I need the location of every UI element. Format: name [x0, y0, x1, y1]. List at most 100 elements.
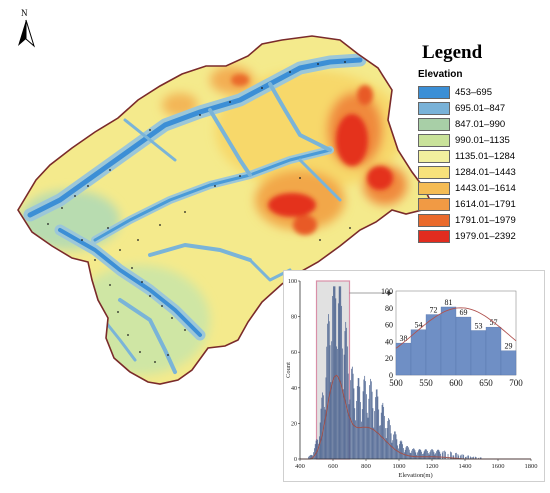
histogram-bar	[427, 450, 428, 459]
histogram-bar	[356, 400, 357, 459]
histogram-bar	[435, 453, 437, 459]
histogram-bar	[352, 373, 354, 459]
legend-label: 1979.01–2392	[455, 231, 516, 243]
histogram-bar	[354, 408, 356, 459]
histogram-bar	[402, 444, 404, 459]
histogram-bar	[359, 386, 361, 459]
x-tick-label: 1200	[426, 463, 439, 470]
histogram-bar	[384, 415, 385, 459]
histogram-bar	[315, 440, 317, 459]
zoom-arrow-icon	[387, 291, 392, 296]
histogram-bar	[333, 286, 335, 459]
histogram-bar	[351, 368, 352, 459]
histogram-bar	[351, 366, 353, 459]
histogram-bar	[438, 450, 440, 459]
x-tick-label: 1600	[492, 463, 505, 470]
inset-bar	[455, 316, 472, 376]
legend-swatch	[418, 198, 450, 212]
histogram-bar	[427, 453, 429, 459]
histogram-bar	[403, 452, 405, 459]
histogram-bar	[439, 451, 441, 459]
histogram-bar	[380, 425, 381, 459]
histogram-bar	[389, 419, 390, 459]
y-axis-label: Count	[285, 362, 292, 378]
inset-y-tick-label: 80	[385, 304, 393, 313]
histogram-bar	[458, 455, 460, 459]
legend-label: 1135.01–1284	[455, 150, 516, 162]
histogram-bar	[429, 452, 431, 459]
inset-bar	[500, 350, 517, 376]
histogram-bar	[412, 448, 413, 459]
histogram-bar	[392, 440, 394, 459]
histogram-bar	[460, 454, 462, 459]
histogram-bar	[431, 449, 432, 459]
inset-bar-value: 53	[475, 321, 483, 330]
inset-bar	[395, 342, 412, 376]
legend-title: Legend	[422, 42, 483, 63]
tributary-7	[123, 118, 177, 162]
histogram-bar	[361, 421, 362, 459]
histogram-bar	[479, 457, 481, 459]
histogram-bar	[447, 453, 449, 459]
histogram-bar	[462, 454, 464, 459]
histogram-bar	[363, 379, 365, 459]
histogram-bar	[419, 449, 421, 459]
histogram-bar	[394, 431, 395, 459]
settlement-dots	[47, 61, 351, 363]
histogram-bar	[469, 456, 471, 459]
legend-rows: 453–695 695.01–847 847.01–990 990.01–1135 11…	[418, 84, 548, 245]
histogram-bar	[424, 449, 426, 459]
tributary-3	[268, 82, 332, 152]
histogram-bar	[309, 455, 310, 459]
peak-red-far-east	[367, 166, 393, 190]
histogram-bar	[426, 449, 427, 459]
legend-swatch	[418, 214, 450, 228]
legend-swatch	[418, 182, 450, 196]
histogram-bar	[473, 456, 474, 459]
legend-swatch	[418, 85, 450, 99]
y-tick-label: 60	[291, 350, 297, 356]
histogram-bar	[322, 392, 323, 459]
histogram-bar	[388, 418, 389, 459]
histogram-bar	[367, 417, 369, 459]
histogram-bar	[341, 305, 342, 459]
inset-x-tick-label: 600	[449, 378, 463, 388]
histogram-bar	[373, 427, 375, 459]
inset-bar-value: 29	[505, 342, 513, 351]
histogram-bar	[371, 391, 373, 459]
histogram-bar	[450, 452, 452, 459]
histogram-bar	[389, 425, 391, 459]
histogram-bar	[340, 286, 342, 459]
histogram-bar	[433, 452, 435, 459]
north-arrow-icon	[18, 19, 35, 48]
histogram-bar	[468, 455, 470, 459]
histogram-bar	[393, 434, 394, 459]
histogram-bar	[331, 341, 333, 459]
legend-item: 1614.01–1791	[418, 197, 548, 213]
histogram-bar	[347, 346, 348, 459]
histogram-bar	[413, 448, 414, 459]
histogram-bar	[311, 455, 313, 459]
histogram-bar	[326, 346, 328, 459]
tributary-1	[148, 243, 252, 262]
histogram-bar	[314, 444, 316, 459]
histogram-bar	[413, 448, 415, 459]
legend-swatch	[418, 166, 450, 180]
legend-label: 1614.01–1791	[455, 199, 516, 211]
histogram-bar	[430, 450, 432, 459]
histogram-bar	[406, 445, 408, 459]
histogram-bar	[364, 375, 366, 459]
histogram-bar	[465, 456, 466, 459]
histogram-bar	[444, 450, 446, 459]
histogram-bar	[328, 321, 330, 459]
histogram-bar	[372, 408, 374, 459]
histogram-bar	[417, 450, 419, 459]
histogram-bar	[387, 420, 389, 459]
legend-swatch	[418, 133, 450, 147]
histogram-bar	[360, 402, 361, 459]
histogram-bar	[399, 444, 400, 459]
histogram-bar	[385, 438, 387, 459]
histogram-bar	[329, 345, 331, 459]
histogram-bar	[327, 323, 328, 459]
